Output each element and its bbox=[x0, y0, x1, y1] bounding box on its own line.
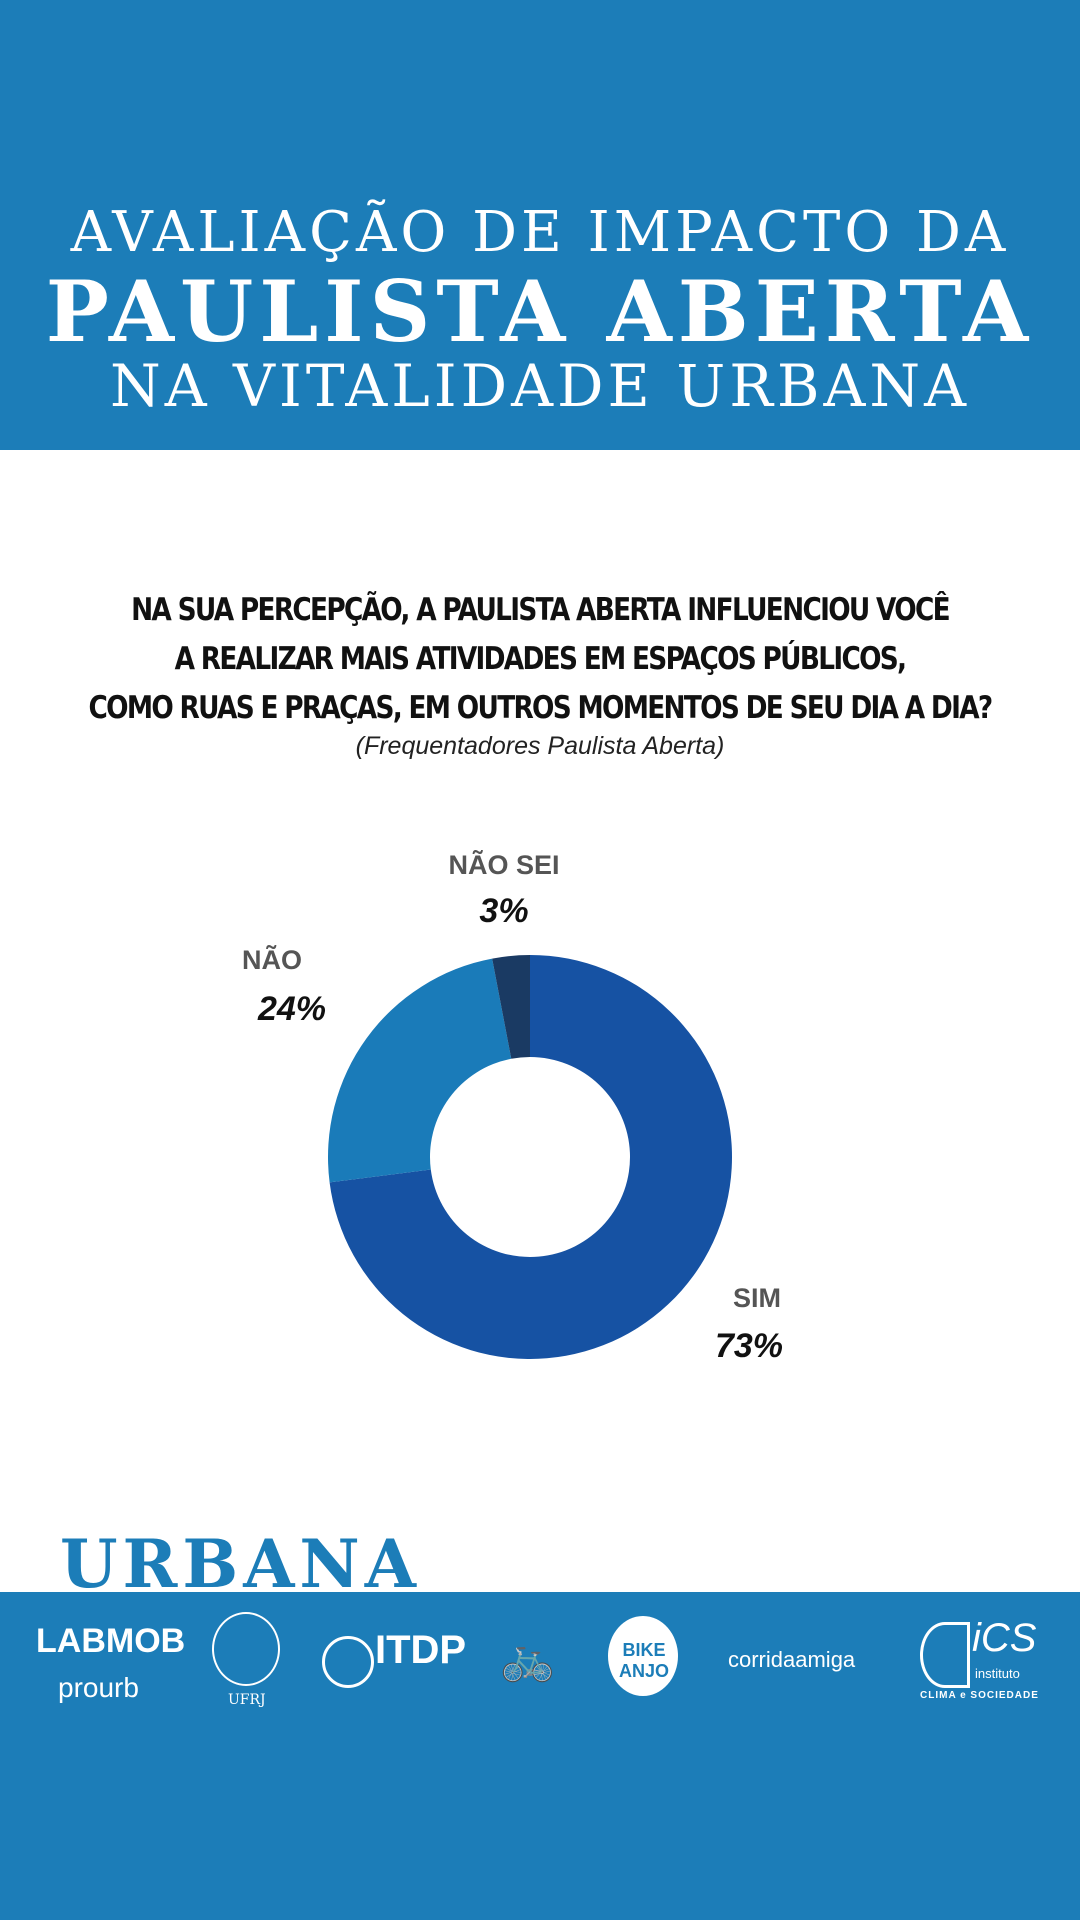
corridaamiga-logo: corridaamiga bbox=[728, 1647, 856, 1672]
title-line-3: NA VITALIDADE URBANA bbox=[109, 352, 971, 420]
question-subtitle: (Frequentadores Paulista Aberta) bbox=[355, 732, 725, 760]
itdp-logo: ITDP bbox=[375, 1628, 467, 1672]
ics-clima-sociedade: CLIMA e SOCIEDADE bbox=[920, 1690, 1039, 1701]
bicycle-icon: 🚲 bbox=[500, 1634, 555, 1683]
question-line-1: NA SUA PERCEPÇÃO, A PAULISTA ABERTA INFL… bbox=[131, 592, 951, 628]
bike-anjo-logo: BIKE ANJO bbox=[618, 1640, 669, 1681]
donut-slice-n-o-sei bbox=[492, 955, 530, 1059]
title-line-1: AVALIAÇÃO DE IMPACTO DA bbox=[70, 200, 1010, 265]
question-line-3: COMO RUAS E PRAÇAS, EM OUTROS MOMENTOS D… bbox=[88, 690, 993, 726]
value-nao-sei: 3% bbox=[479, 892, 529, 930]
labmob-logo: LABMOB bbox=[36, 1622, 186, 1660]
ics-icon bbox=[920, 1622, 970, 1688]
footer-logos: LABMOB prourb UFRJ ITDP 🚲 BIKE ANJO corr… bbox=[0, 1592, 1080, 1920]
donut-slice-sim bbox=[329, 955, 733, 1359]
question-line-2: A REALIZAR MAIS ATIVIDADES EM ESPAÇOS PÚ… bbox=[174, 641, 907, 677]
value-sim: 73% bbox=[714, 1327, 784, 1365]
label-sim: SIM bbox=[732, 1283, 781, 1313]
prourb-logo: prourb bbox=[58, 1672, 139, 1703]
title-line-2: PAULISTA ABERTA bbox=[45, 262, 1035, 361]
urbana-brand: URBANA bbox=[60, 1525, 421, 1603]
ufrj-logo: UFRJ bbox=[228, 1692, 266, 1708]
ufrj-seal-icon bbox=[212, 1612, 280, 1686]
header-banner: AVALIAÇÃO DE IMPACTO DA PAULISTA ABERTA … bbox=[0, 0, 1080, 450]
label-nao: NÃO bbox=[242, 945, 302, 975]
bike-anjo-bubble bbox=[608, 1616, 678, 1696]
itdp-star-icon bbox=[322, 1636, 374, 1688]
value-nao: 24% bbox=[257, 990, 327, 1028]
ics-instituto: instituto bbox=[975, 1666, 1020, 1681]
donut-slice-n-o bbox=[328, 958, 512, 1183]
ics-logo: iCS bbox=[972, 1616, 1037, 1660]
label-nao-sei: NÃO SEI bbox=[448, 850, 560, 880]
